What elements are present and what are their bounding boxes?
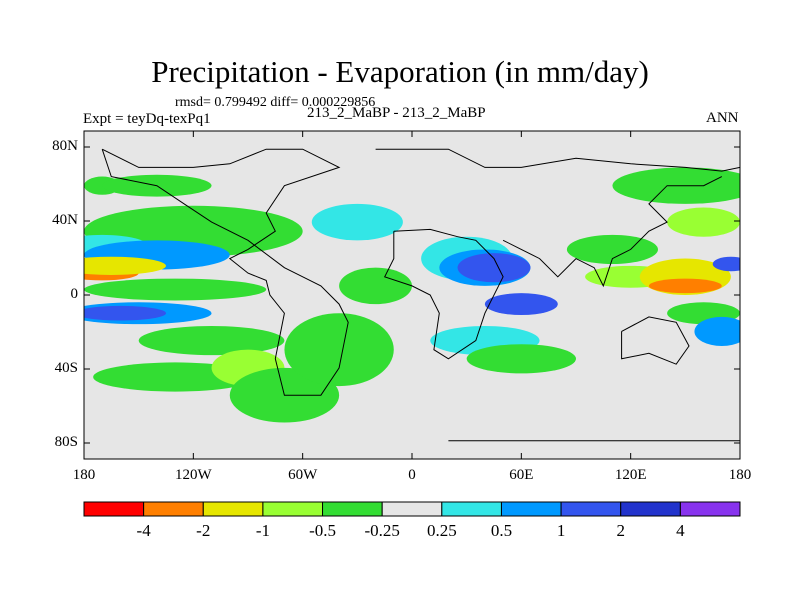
colorbar-segment <box>262 501 324 517</box>
coast-africa-eurasia <box>375 148 741 172</box>
x-tick-label: 120W <box>174 467 212 483</box>
y-tick-label: 40N <box>52 212 78 228</box>
colorbar-segment <box>143 501 204 517</box>
blob-indian-3 <box>466 344 576 374</box>
colorbar-label: -0.25 <box>364 521 400 540</box>
colorbar-segment <box>202 501 264 517</box>
blob-asia-1 <box>566 234 658 265</box>
precip-field <box>84 131 740 459</box>
colorbar-segment <box>441 501 502 517</box>
stats-text: rmsd= 0.799492 diff= 0.000229856 <box>175 95 376 110</box>
y-tick-label: 80N <box>52 138 78 154</box>
colorbar-segment <box>322 501 383 517</box>
colorbar-label: 0.5 <box>490 521 513 540</box>
colorbar-segment <box>500 501 562 517</box>
x-tick-label: 60E <box>509 467 534 483</box>
blob-eq-1 <box>84 278 267 301</box>
axis-ticks <box>83 131 741 459</box>
x-tick-label: 180 <box>728 467 752 483</box>
coast-australia <box>621 316 690 365</box>
colorbar-label: -4 <box>136 521 151 540</box>
colorbar-segment <box>83 501 145 517</box>
blob-npac-7 <box>84 256 166 275</box>
blob-spac-2 <box>84 305 166 321</box>
blob-wpac-5 <box>712 256 740 272</box>
y-tick-label: 0 <box>70 286 79 302</box>
colorbar <box>83 501 741 517</box>
colorbar-label: 2 <box>616 521 625 540</box>
coast-africa <box>383 228 504 360</box>
colorbar-segment <box>560 501 622 517</box>
chart-title: Precipitation - Evaporation (in mm/day) <box>151 54 649 89</box>
x-tick-label: 180 <box>72 467 96 483</box>
blob-npac-east-2 <box>667 207 740 237</box>
colorbar-segment <box>620 501 681 517</box>
blob-spac-3 <box>138 325 285 356</box>
colorbar-label: 4 <box>676 521 685 540</box>
x-tick-label: 60W <box>288 467 318 483</box>
blob-wpac-4 <box>694 316 740 347</box>
coastline <box>101 148 741 442</box>
case-label: 213_2_MaBP - 213_2_MaBP <box>307 105 486 121</box>
blob-wpac-2 <box>648 278 722 294</box>
experiment-label: Expt = teyDq-texPq1 <box>83 111 211 127</box>
y-tick-label: 40S <box>54 360 78 376</box>
colorbar-segment <box>381 501 443 517</box>
colorbar-label: 1 <box>556 521 566 540</box>
season-label: ANN <box>706 110 739 126</box>
blob-indian-1 <box>484 293 558 316</box>
colorbar-label: -2 <box>196 521 211 540</box>
y-tick-label: 80S <box>54 434 78 450</box>
x-tick-label: 120E <box>614 467 647 483</box>
blob-natl <box>311 203 403 241</box>
colorbar-label: -1 <box>255 521 270 540</box>
x-tick-label: 0 <box>408 467 416 483</box>
colorbar-label: 0.25 <box>426 521 457 540</box>
colorbar-segment <box>679 501 741 517</box>
blob-africa-3 <box>457 253 531 283</box>
colorbar-label: -0.5 <box>309 521 336 540</box>
blob-satl <box>284 313 394 387</box>
coast-americas <box>101 148 349 396</box>
blob-eqatl <box>339 267 412 305</box>
coast-asia <box>502 176 723 288</box>
